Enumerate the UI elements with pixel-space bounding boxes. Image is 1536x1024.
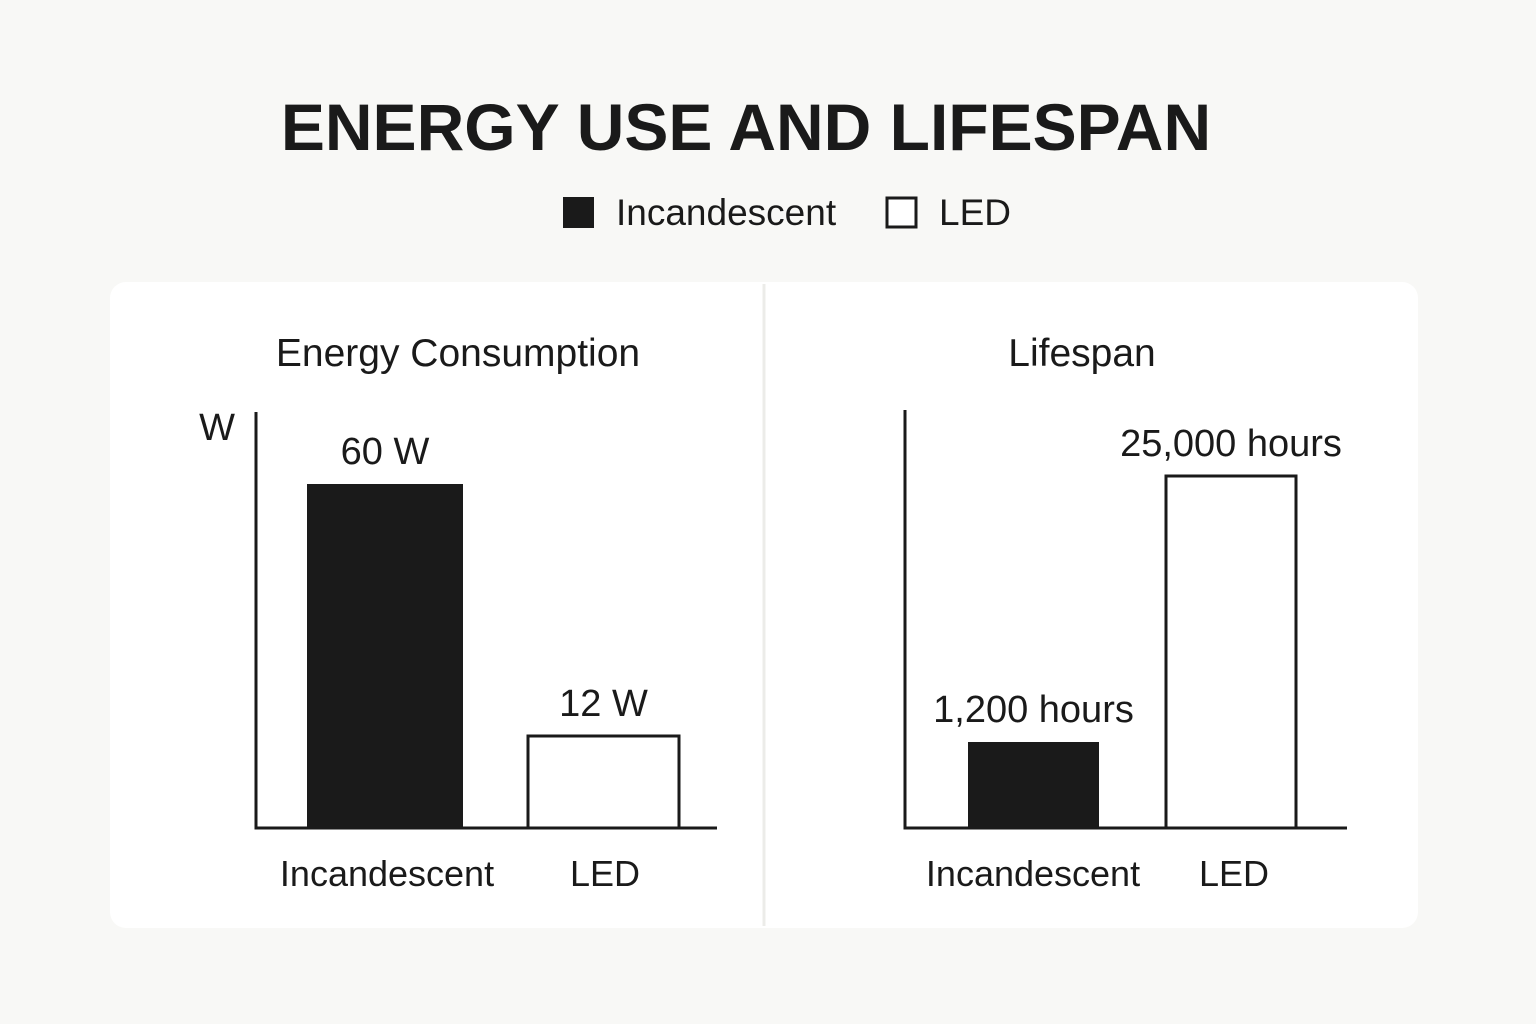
bar-led bbox=[1164, 474, 1298, 830]
legend-swatch-incandescent bbox=[563, 197, 594, 228]
bar-incandescent bbox=[307, 484, 463, 828]
bar-incandescent bbox=[968, 742, 1099, 828]
panel-title: Lifespan bbox=[1008, 332, 1155, 375]
chart-panel-0: Energy Consumption W 60 W Incandescent 12 W L… bbox=[199, 332, 717, 894]
y-axis-label: W bbox=[199, 407, 235, 449]
chart-panel-1: Lifespan 1,200 hours Incandescent 25,000 ho… bbox=[903, 332, 1347, 894]
data-label: 12 W bbox=[559, 683, 648, 725]
legend: Incandescent LED bbox=[563, 192, 1011, 233]
legend-label-incandescent: Incandescent bbox=[616, 192, 837, 233]
legend-swatch-led bbox=[885, 196, 918, 229]
legend-label-led: LED bbox=[939, 192, 1011, 233]
x-tick-label: Incandescent bbox=[926, 853, 1140, 894]
bar-led bbox=[526, 734, 681, 830]
data-label: 60 W bbox=[341, 431, 430, 473]
data-label: 1,200 hours bbox=[933, 689, 1134, 731]
panel-title: Energy Consumption bbox=[276, 332, 640, 375]
x-tick-label: Incandescent bbox=[280, 853, 494, 894]
chart-title: ENERGY USE AND LIFESPAN bbox=[281, 90, 1211, 164]
data-label: 25,000 hours bbox=[1120, 423, 1342, 465]
x-tick-label: LED bbox=[1199, 853, 1269, 894]
x-tick-label: LED bbox=[570, 853, 640, 894]
